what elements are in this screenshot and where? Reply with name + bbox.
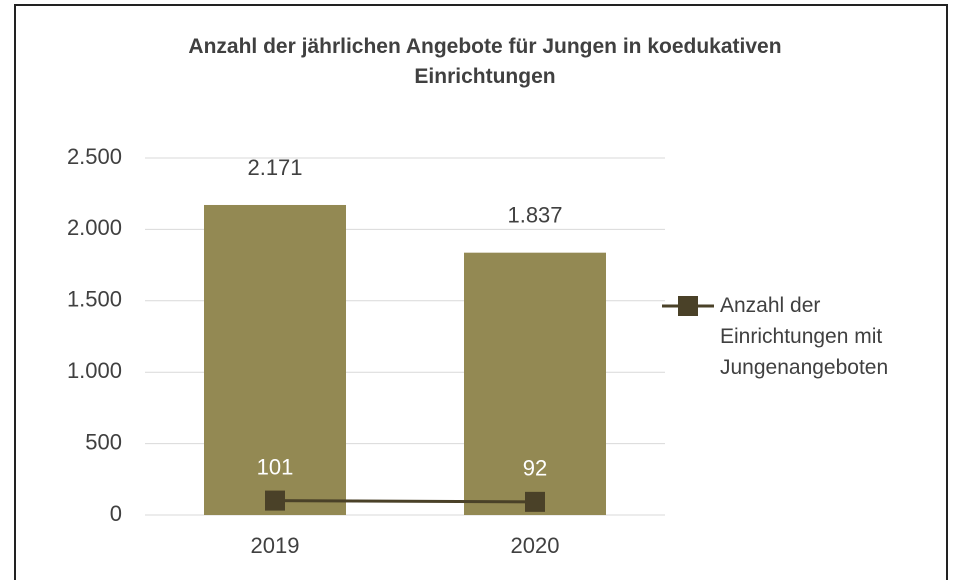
- line-marker: [265, 490, 285, 511]
- bar-value-label: 1.837: [507, 202, 562, 227]
- line: [274, 499, 536, 504]
- x-tick-label: 2020: [511, 533, 560, 558]
- bar: [204, 204, 346, 515]
- chart-title: Anzahl der jährlichen Angebote für Junge…: [188, 35, 782, 88]
- legend-label: Anzahl der Einrichtungen mit Jungenangeb…: [720, 294, 889, 379]
- y-tick-label: 500: [85, 429, 122, 454]
- y-tick-label: 0: [110, 501, 122, 526]
- line-value-label: 92: [523, 456, 547, 481]
- y-tick-label: 1.500: [67, 287, 122, 312]
- bar-value-label: 2.171: [247, 155, 302, 180]
- y-tick-label: 2.500: [67, 144, 122, 169]
- line-marker: [525, 491, 545, 512]
- y-tick-label: 1.000: [67, 358, 122, 383]
- line-value-label: 101: [257, 454, 294, 479]
- legend-marker: [678, 296, 698, 316]
- y-tick-label: 2.000: [67, 215, 122, 240]
- x-tick-label: 2019: [251, 533, 300, 558]
- bar: [464, 252, 606, 516]
